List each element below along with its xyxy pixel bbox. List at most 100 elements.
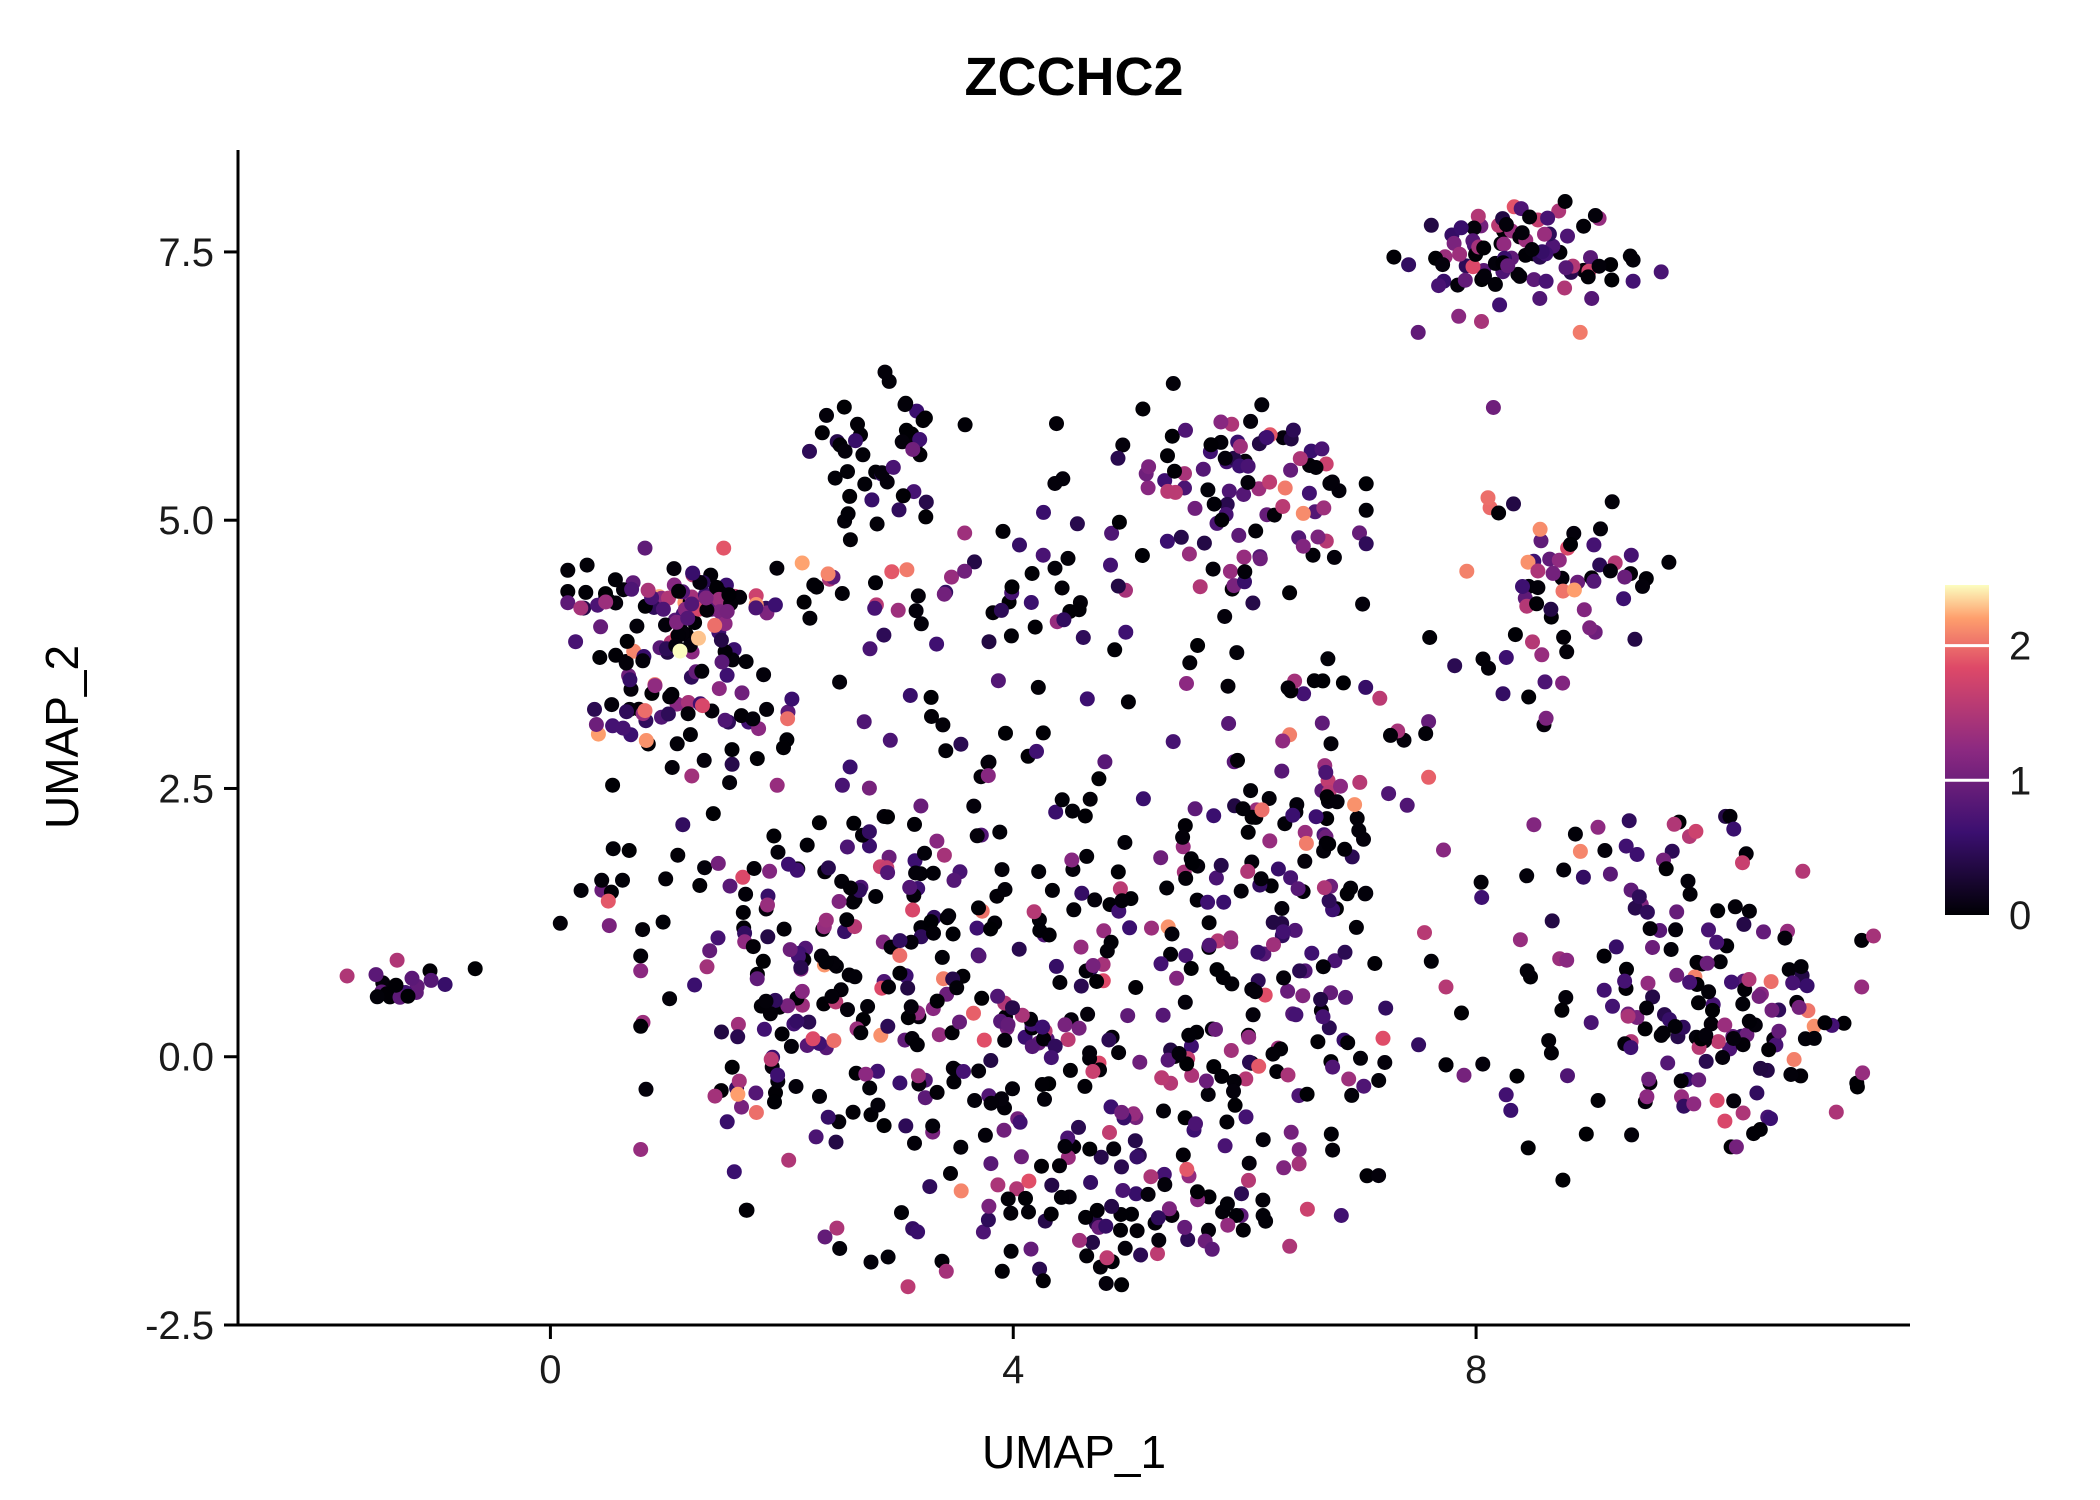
- data-point: [1358, 476, 1374, 492]
- data-point: [1781, 962, 1797, 978]
- data-point: [1085, 1234, 1100, 1250]
- data-point: [850, 416, 865, 432]
- data-point: [1118, 624, 1134, 640]
- data-point: [1741, 1013, 1757, 1029]
- data-point: [552, 915, 568, 931]
- data-point: [1587, 208, 1603, 223]
- data-point: [1179, 1161, 1195, 1177]
- data-point: [1079, 691, 1095, 707]
- data-point: [1144, 920, 1159, 936]
- data-point: [1544, 913, 1560, 929]
- data-point: [608, 647, 624, 663]
- data-point: [1590, 819, 1606, 835]
- data-point: [1763, 974, 1779, 990]
- data-point: [1135, 791, 1151, 807]
- data-point: [1175, 829, 1191, 845]
- data-point: [953, 1139, 969, 1155]
- data-point: [953, 1183, 969, 1199]
- data-point: [1233, 883, 1249, 899]
- data-point: [941, 908, 957, 924]
- data-point: [1280, 680, 1296, 696]
- data-point: [1764, 1002, 1780, 1018]
- data-point: [1333, 778, 1348, 794]
- data-point: [895, 488, 911, 504]
- data-point: [1474, 890, 1490, 905]
- data-point: [698, 590, 714, 606]
- data-point: [1093, 1149, 1109, 1165]
- data-point: [1602, 563, 1618, 579]
- data-point: [922, 1179, 938, 1195]
- data-point: [1476, 240, 1492, 256]
- data-point: [1087, 892, 1103, 908]
- data-point: [994, 862, 1010, 878]
- data-point: [1727, 899, 1743, 915]
- data-point: [1085, 1064, 1101, 1079]
- data-point: [1338, 989, 1353, 1005]
- data-point: [1201, 937, 1217, 953]
- data-point: [1151, 1232, 1167, 1248]
- data-point: [1200, 1087, 1216, 1102]
- data-point: [1537, 674, 1553, 690]
- data-point: [869, 516, 885, 532]
- data-point: [1541, 1033, 1557, 1049]
- data-point: [1180, 1232, 1196, 1248]
- data-point: [793, 960, 809, 976]
- data-point: [1154, 1070, 1170, 1086]
- data-point: [1110, 450, 1126, 466]
- data-point: [1791, 999, 1807, 1015]
- data-point: [1128, 1186, 1144, 1202]
- data-point: [1710, 903, 1726, 919]
- data-point: [749, 751, 765, 767]
- data-point: [1201, 915, 1217, 931]
- data-point: [1082, 1141, 1098, 1157]
- data-point: [404, 970, 420, 986]
- data-point: [1669, 967, 1685, 983]
- data-point: [1283, 870, 1299, 886]
- data-point: [946, 872, 962, 888]
- data-point: [1519, 868, 1535, 884]
- data-point: [1165, 376, 1181, 391]
- data-point: [892, 965, 908, 981]
- data-point: [856, 714, 872, 730]
- data-point: [905, 442, 921, 457]
- data-point: [1538, 273, 1554, 289]
- data-point: [983, 921, 999, 937]
- data-point: [1140, 1186, 1156, 1202]
- data-point: [1277, 480, 1293, 496]
- data-point: [1071, 1119, 1086, 1135]
- data-point: [938, 743, 954, 759]
- data-point: [1717, 1017, 1733, 1033]
- data-point: [1509, 1068, 1525, 1084]
- data-point: [861, 780, 877, 796]
- data-point: [1551, 552, 1567, 568]
- data-point: [705, 806, 721, 822]
- data-point: [818, 954, 834, 970]
- data-point: [1230, 752, 1245, 768]
- data-point: [845, 1104, 861, 1120]
- data-point: [1583, 1015, 1599, 1031]
- y-tick-label: 7.5: [158, 231, 214, 275]
- data-point: [1701, 922, 1716, 938]
- data-point: [900, 1279, 916, 1295]
- data-point: [1673, 1073, 1689, 1089]
- data-point: [1477, 268, 1492, 284]
- data-point: [622, 672, 638, 688]
- data-point: [894, 1205, 909, 1221]
- data-point: [1421, 769, 1437, 785]
- data-point: [1753, 1060, 1768, 1076]
- data-point: [983, 1053, 999, 1068]
- data-point: [1056, 612, 1072, 628]
- data-point: [719, 1114, 735, 1130]
- data-point: [1358, 679, 1374, 695]
- data-point: [957, 563, 973, 579]
- data-point: [943, 1166, 958, 1181]
- data-point: [605, 841, 621, 857]
- data-point: [1156, 1103, 1171, 1119]
- data-point: [1457, 272, 1473, 288]
- data-point: [1710, 1034, 1726, 1050]
- data-point: [1141, 459, 1157, 475]
- data-point: [969, 920, 985, 936]
- data-point: [1559, 644, 1575, 660]
- data-point: [1635, 578, 1650, 594]
- data-point: [1165, 734, 1181, 750]
